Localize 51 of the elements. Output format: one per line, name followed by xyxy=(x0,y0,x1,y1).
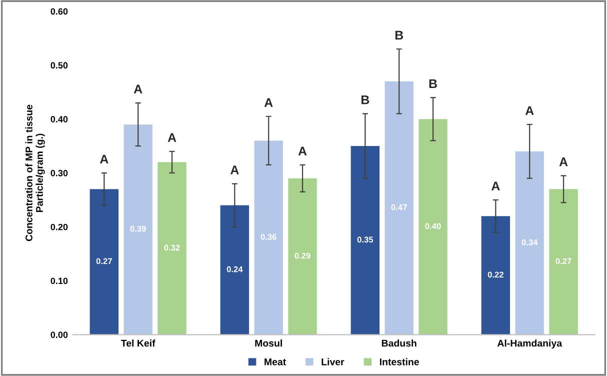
y-tick-label: 0.20 xyxy=(50,224,68,230)
annotation: B xyxy=(429,79,437,88)
annotation: A xyxy=(264,98,273,107)
annotation: A xyxy=(525,106,534,115)
annotation: A xyxy=(491,182,500,190)
y-tick-label: 0.60 xyxy=(50,8,68,15)
data-label: 0.27 xyxy=(556,258,572,264)
data-label: 0.24 xyxy=(226,266,243,272)
data-label: 0.32 xyxy=(164,244,180,251)
annotation: B xyxy=(361,96,370,104)
bar xyxy=(288,178,317,335)
y-tick-label: 0.50 xyxy=(50,62,68,69)
y-tick-label: 0.00 xyxy=(50,332,68,338)
bar xyxy=(350,146,380,335)
annotation: A xyxy=(168,133,176,142)
x-tick-label: Badush xyxy=(382,340,416,347)
bar xyxy=(515,151,544,335)
x-tick-label: Tel Keif xyxy=(121,340,156,347)
bar xyxy=(549,189,578,335)
data-label: 0.47 xyxy=(391,204,407,210)
y-tick-label: 0.30 xyxy=(50,170,68,176)
annotation: A xyxy=(298,146,307,156)
annotation: B xyxy=(395,30,404,40)
bar xyxy=(124,124,152,335)
data-label: 0.27 xyxy=(96,258,112,264)
data-label: 0.36 xyxy=(260,234,276,240)
legend-label: Meat xyxy=(264,358,286,366)
bar xyxy=(481,216,510,335)
data-label: 0.39 xyxy=(130,226,146,232)
annotation: A xyxy=(230,166,239,174)
bar xyxy=(384,81,414,335)
annotation: A xyxy=(559,158,568,166)
annotation: A xyxy=(100,154,108,164)
bar xyxy=(158,162,186,335)
y-axis-title: Concentration of MP in tissue Particle/gram (g.) xyxy=(25,104,45,242)
y-tick-label: 0.10 xyxy=(50,278,68,284)
bar xyxy=(254,140,283,335)
data-label: 0.29 xyxy=(294,252,310,259)
data-label: 0.22 xyxy=(488,272,504,278)
bar xyxy=(90,189,119,335)
annotation: A xyxy=(134,84,142,94)
data-label: 0.34 xyxy=(522,239,538,246)
legend-label: Liver xyxy=(322,358,344,366)
x-tick-label: Al-Hamdaniya xyxy=(497,340,562,349)
legend-label: Intestine xyxy=(380,358,419,366)
x-tick-label: Mosul xyxy=(255,340,282,347)
y-tick-label: 0.40 xyxy=(50,116,68,122)
bar xyxy=(418,119,448,335)
data-label: 0.35 xyxy=(357,236,374,243)
data-label: 0.40 xyxy=(425,223,441,230)
bar xyxy=(220,205,250,335)
